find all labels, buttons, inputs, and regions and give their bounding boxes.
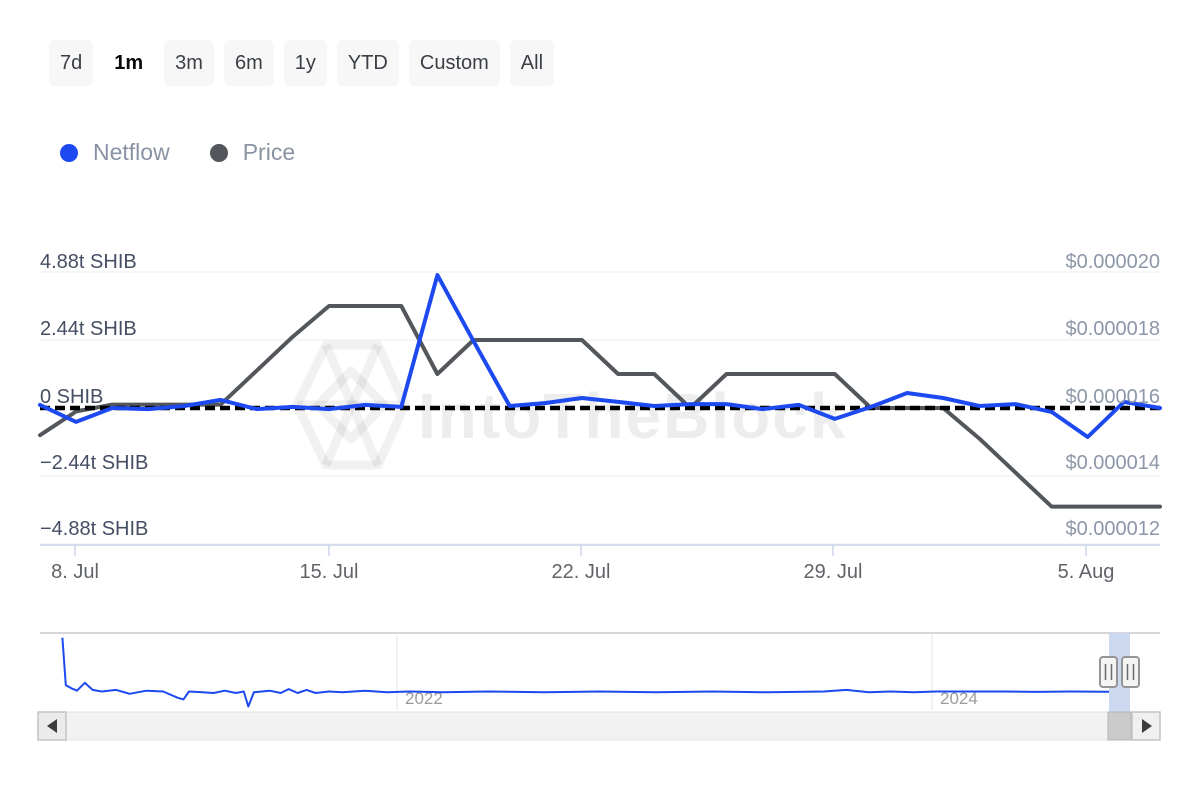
navigator-handle-left[interactable] [1099, 656, 1118, 688]
scrollbar-left-button[interactable] [37, 711, 67, 741]
gridlines [40, 271, 1160, 545]
svg-text:$0.000012: $0.000012 [1065, 518, 1160, 540]
navigator-handle-right[interactable] [1121, 656, 1140, 688]
svg-text:$0.000020: $0.000020 [1065, 251, 1160, 273]
navigator-selected-range[interactable] [1109, 633, 1130, 712]
range-button-all[interactable]: All [509, 40, 555, 86]
range-button-ytd[interactable]: YTD [336, 40, 399, 86]
svg-text:$0.000018: $0.000018 [1065, 318, 1160, 340]
price-dot-icon [209, 143, 228, 162]
scrollbar-thumb[interactable] [1107, 711, 1132, 741]
svg-text:4.88t SHIB: 4.88t SHIB [40, 251, 137, 273]
scrollbar-track[interactable] [39, 711, 1161, 741]
y-axis-left-labels: 4.88t SHIB 2.44t SHIB 0 SHIB −2.44t SHIB… [40, 251, 148, 540]
range-button-1y[interactable]: 1y [283, 40, 327, 86]
svg-text:$0.000014: $0.000014 [1065, 452, 1160, 474]
navigator-year-2024: 2024 [940, 689, 978, 708]
legend: Netflow Price [60, 139, 295, 166]
y-axis-right-labels: $0.000020 $0.000018 $0.000016 $0.000014 … [1065, 251, 1160, 540]
range-toolbar: 7d 1m 3m 6m 1y YTD Custom All [49, 40, 555, 86]
netflow-dot-icon [60, 143, 78, 162]
navigator-year-2022: 2022 [405, 689, 443, 708]
watermark-text: IntoTheBlock [418, 380, 847, 452]
svg-text:8. Jul: 8. Jul [51, 561, 99, 583]
range-button-3m[interactable]: 3m [164, 40, 214, 86]
range-button-6m[interactable]: 6m [223, 40, 274, 86]
svg-text:5. Aug: 5. Aug [1058, 561, 1115, 583]
svg-text:0 SHIB: 0 SHIB [40, 386, 103, 408]
price-line[interactable] [38, 304, 1162, 509]
navigator[interactable]: 2022 2024 [40, 632, 1160, 712]
navigator-sparkline [61, 637, 1130, 708]
legend-label-price: Price [242, 139, 296, 165]
x-axis [40, 544, 1160, 556]
svg-text:−2.44t SHIB: −2.44t SHIB [40, 452, 148, 474]
legend-label-netflow: Netflow [93, 139, 170, 165]
arrow-right-icon [1142, 719, 1152, 733]
range-button-custom[interactable]: Custom [408, 40, 500, 86]
scrollbar [37, 711, 1161, 741]
svg-text:$0.000016: $0.000016 [1065, 386, 1160, 408]
netflow-line[interactable] [38, 273, 1162, 439]
legend-item-netflow[interactable]: Netflow [60, 139, 170, 166]
scrollbar-right-button[interactable] [1131, 711, 1161, 741]
range-button-7d[interactable]: 7d [49, 40, 94, 86]
x-axis-labels: 8. Jul 15. Jul 22. Jul 29. Jul 5. Aug [51, 561, 1114, 583]
plot-area[interactable] [40, 248, 1160, 545]
svg-text:29. Jul: 29. Jul [804, 561, 863, 583]
arrow-left-icon [47, 719, 57, 733]
svg-text:15. Jul: 15. Jul [300, 561, 359, 583]
svg-text:22. Jul: 22. Jul [552, 561, 611, 583]
svg-text:2.44t SHIB: 2.44t SHIB [40, 318, 137, 340]
range-button-1m[interactable]: 1m [103, 40, 155, 86]
legend-item-price[interactable]: Price [209, 139, 296, 166]
svg-text:−4.88t SHIB: −4.88t SHIB [40, 518, 148, 540]
